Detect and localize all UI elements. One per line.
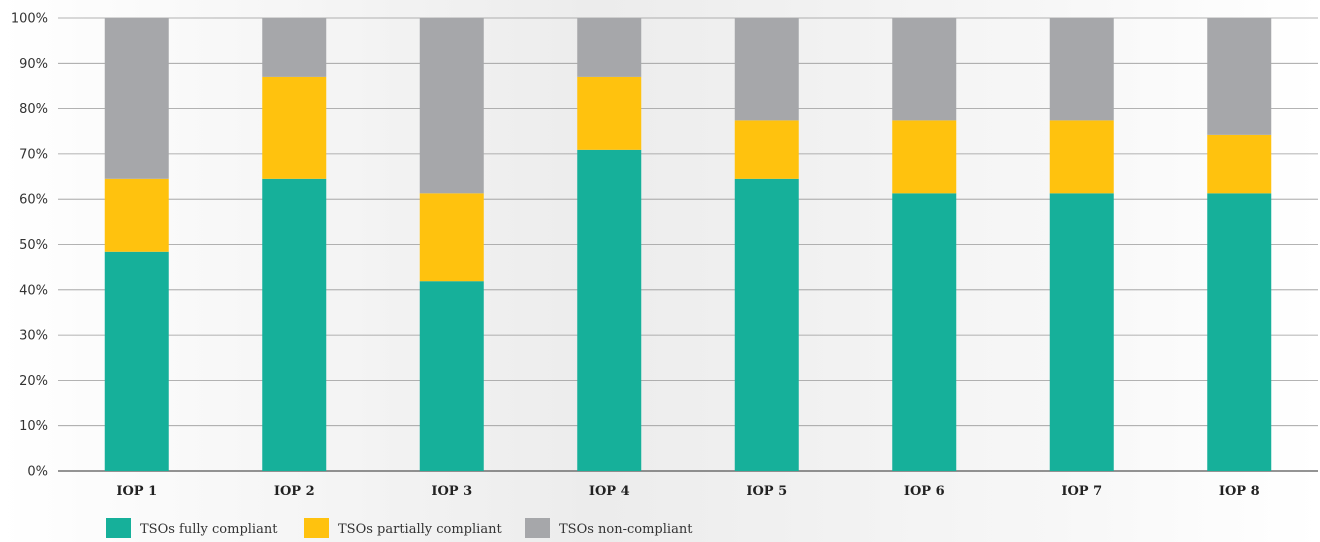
x-category-label: IOP 7 [1061, 484, 1102, 499]
y-tick-label: 90% [19, 57, 48, 72]
bar-segment-partially-compliant [1049, 120, 1114, 194]
bar-segment-fully-compliant [892, 193, 957, 471]
legend-label: TSOs partially compliant [338, 522, 502, 537]
y-tick-label: 40% [19, 283, 48, 298]
x-category-label: IOP 5 [746, 484, 787, 499]
bar-segment-fully-compliant [734, 178, 799, 471]
legend-label: TSOs fully compliant [140, 522, 278, 537]
bar-segment-partially-compliant [262, 76, 327, 179]
y-tick-label: 30% [19, 329, 48, 344]
bar-segment-non-compliant [104, 18, 169, 179]
bar-segment-fully-compliant [577, 149, 642, 471]
y-axis: 0% 10% 20% 30% 40% 50% 60% 70% 80% 90% 100% [11, 12, 48, 480]
bar-segment-fully-compliant [1049, 193, 1114, 471]
legend-swatch [304, 518, 329, 538]
bars [104, 18, 1272, 471]
bar-segment-fully-compliant [1207, 193, 1272, 471]
bar-segment-non-compliant [1049, 18, 1114, 121]
x-category-label: IOP 4 [589, 484, 630, 499]
bar-segment-non-compliant [419, 18, 484, 194]
bar-segment-non-compliant [262, 18, 327, 77]
legend: TSOs fully compliant TSOs partially compl… [106, 518, 693, 538]
legend-swatch [525, 518, 550, 538]
bar-segment-non-compliant [1207, 18, 1272, 135]
bar-segment-partially-compliant [892, 120, 957, 194]
y-tick-label: 100% [11, 12, 48, 27]
y-tick-label: 70% [19, 147, 48, 162]
bar-segment-partially-compliant [577, 76, 642, 150]
x-category-label: IOP 8 [1219, 484, 1260, 499]
x-axis: IOP 1 IOP 2 IOP 3 IOP 4 IOP 5 IOP 6 IOP 7 IOP 8 [116, 484, 1259, 499]
gridlines [58, 17, 1318, 472]
x-category-label: IOP 1 [116, 484, 157, 499]
bar-segment-fully-compliant [262, 178, 327, 471]
x-category-label: IOP 6 [904, 484, 945, 499]
legend-swatch [106, 518, 131, 538]
bar-segment-non-compliant [734, 18, 799, 121]
x-category-label: IOP 3 [431, 484, 472, 499]
bar-segment-partially-compliant [1207, 134, 1272, 194]
bar-segment-partially-compliant [734, 120, 799, 179]
y-tick-label: 80% [19, 102, 48, 117]
y-tick-label: 20% [19, 374, 48, 389]
x-category-label: IOP 2 [274, 484, 315, 499]
bar-segment-partially-compliant [419, 193, 484, 282]
bar-segment-fully-compliant [419, 281, 484, 471]
bar-segment-non-compliant [577, 18, 642, 77]
bar-segment-non-compliant [892, 18, 957, 121]
y-tick-label: 10% [19, 419, 48, 434]
bar-segment-fully-compliant [104, 251, 169, 471]
legend-label: TSOs non-compliant [559, 522, 693, 537]
y-tick-label: 50% [19, 238, 48, 253]
y-tick-label: 0% [27, 465, 48, 480]
y-tick-label: 60% [19, 193, 48, 208]
bar-segment-partially-compliant [104, 178, 169, 252]
